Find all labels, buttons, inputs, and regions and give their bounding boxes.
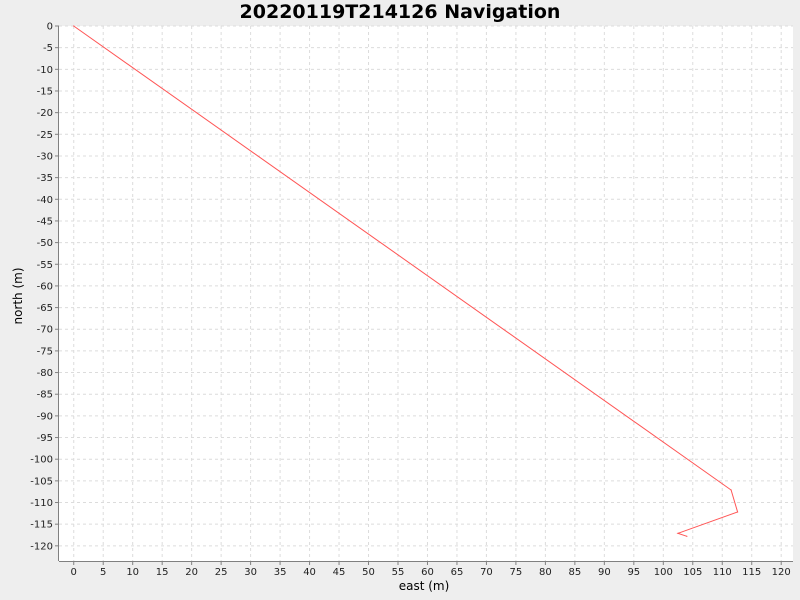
y-tick-label: -10 <box>37 65 53 76</box>
series-point <box>686 535 688 537</box>
x-tick-label: 10 <box>126 567 139 578</box>
series-point <box>677 532 679 534</box>
y-tick-label: -25 <box>37 130 53 141</box>
y-tick-label: -30 <box>37 151 53 162</box>
x-tick-label: 65 <box>451 567 464 578</box>
x-tick-label: 90 <box>598 567 611 578</box>
x-tick-label: 110 <box>713 567 732 578</box>
y-axis-label: north (m) <box>11 267 25 324</box>
y-tick-label: -65 <box>37 303 53 314</box>
y-tick-label: -75 <box>37 346 53 357</box>
chart-title: 20220119T214126 Navigation <box>240 1 561 23</box>
x-tick-label: 70 <box>480 567 493 578</box>
plot-area <box>59 26 793 561</box>
x-tick-label: 115 <box>742 567 761 578</box>
x-tick-label: 30 <box>244 567 257 578</box>
x-tick-label: 95 <box>627 567 640 578</box>
axes: 0 5 10 15 20 25 30 35 40 45 50 55 60 65 70 75 80 85 90 95 10… <box>30 22 793 578</box>
series-point <box>736 511 739 513</box>
series-layer <box>73 25 739 537</box>
x-tick-label: 60 <box>421 567 434 578</box>
series-point <box>730 489 732 491</box>
x-tick-label: 50 <box>362 567 375 578</box>
y-tick-label: -5 <box>43 43 53 54</box>
y-tick-label: -15 <box>37 86 53 97</box>
y-tick-label: -105 <box>30 476 53 487</box>
x-tick-label: 40 <box>303 567 316 578</box>
x-tick-label: 105 <box>683 567 702 578</box>
y-tick-label: -95 <box>37 433 53 444</box>
y-tick-label: -60 <box>37 281 53 292</box>
y-tick-label: -50 <box>37 238 53 249</box>
x-tick-label: 100 <box>654 567 673 578</box>
y-tick-label: -80 <box>37 368 53 379</box>
x-tick-label: 75 <box>510 567 523 578</box>
x-tick-label: 80 <box>539 567 552 578</box>
y-tick-label: -40 <box>37 195 53 206</box>
y-tick-label: -120 <box>30 541 53 552</box>
x-tick-label: 120 <box>772 567 791 578</box>
x-tick-label: 45 <box>333 567 346 578</box>
grid <box>59 25 793 561</box>
y-tick-label: -20 <box>37 108 53 119</box>
y-tick-label: -55 <box>37 260 53 271</box>
series-point <box>73 25 75 27</box>
x-tick-label: 35 <box>274 567 287 578</box>
x-axis-label: east (m) <box>399 579 450 593</box>
x-tick-label: 5 <box>100 567 106 578</box>
y-tick-label: -100 <box>30 455 53 466</box>
y-tick-label: -85 <box>37 390 53 401</box>
y-tick-label: -110 <box>30 498 53 509</box>
x-tick-label: 20 <box>185 567 198 578</box>
y-tick-label: -45 <box>37 216 53 227</box>
x-tick-label: 55 <box>392 567 405 578</box>
y-tick-label: -115 <box>30 520 53 531</box>
y-tick-label: -90 <box>37 411 53 422</box>
x-tick-label: 25 <box>215 567 228 578</box>
y-tick-label: 0 <box>47 22 53 33</box>
y-tick-label: -35 <box>37 173 53 184</box>
y-tick-label: -70 <box>37 325 53 336</box>
x-tick-label: 0 <box>71 567 77 578</box>
x-tick-label: 15 <box>156 567 169 578</box>
x-tick-label: 85 <box>568 567 581 578</box>
